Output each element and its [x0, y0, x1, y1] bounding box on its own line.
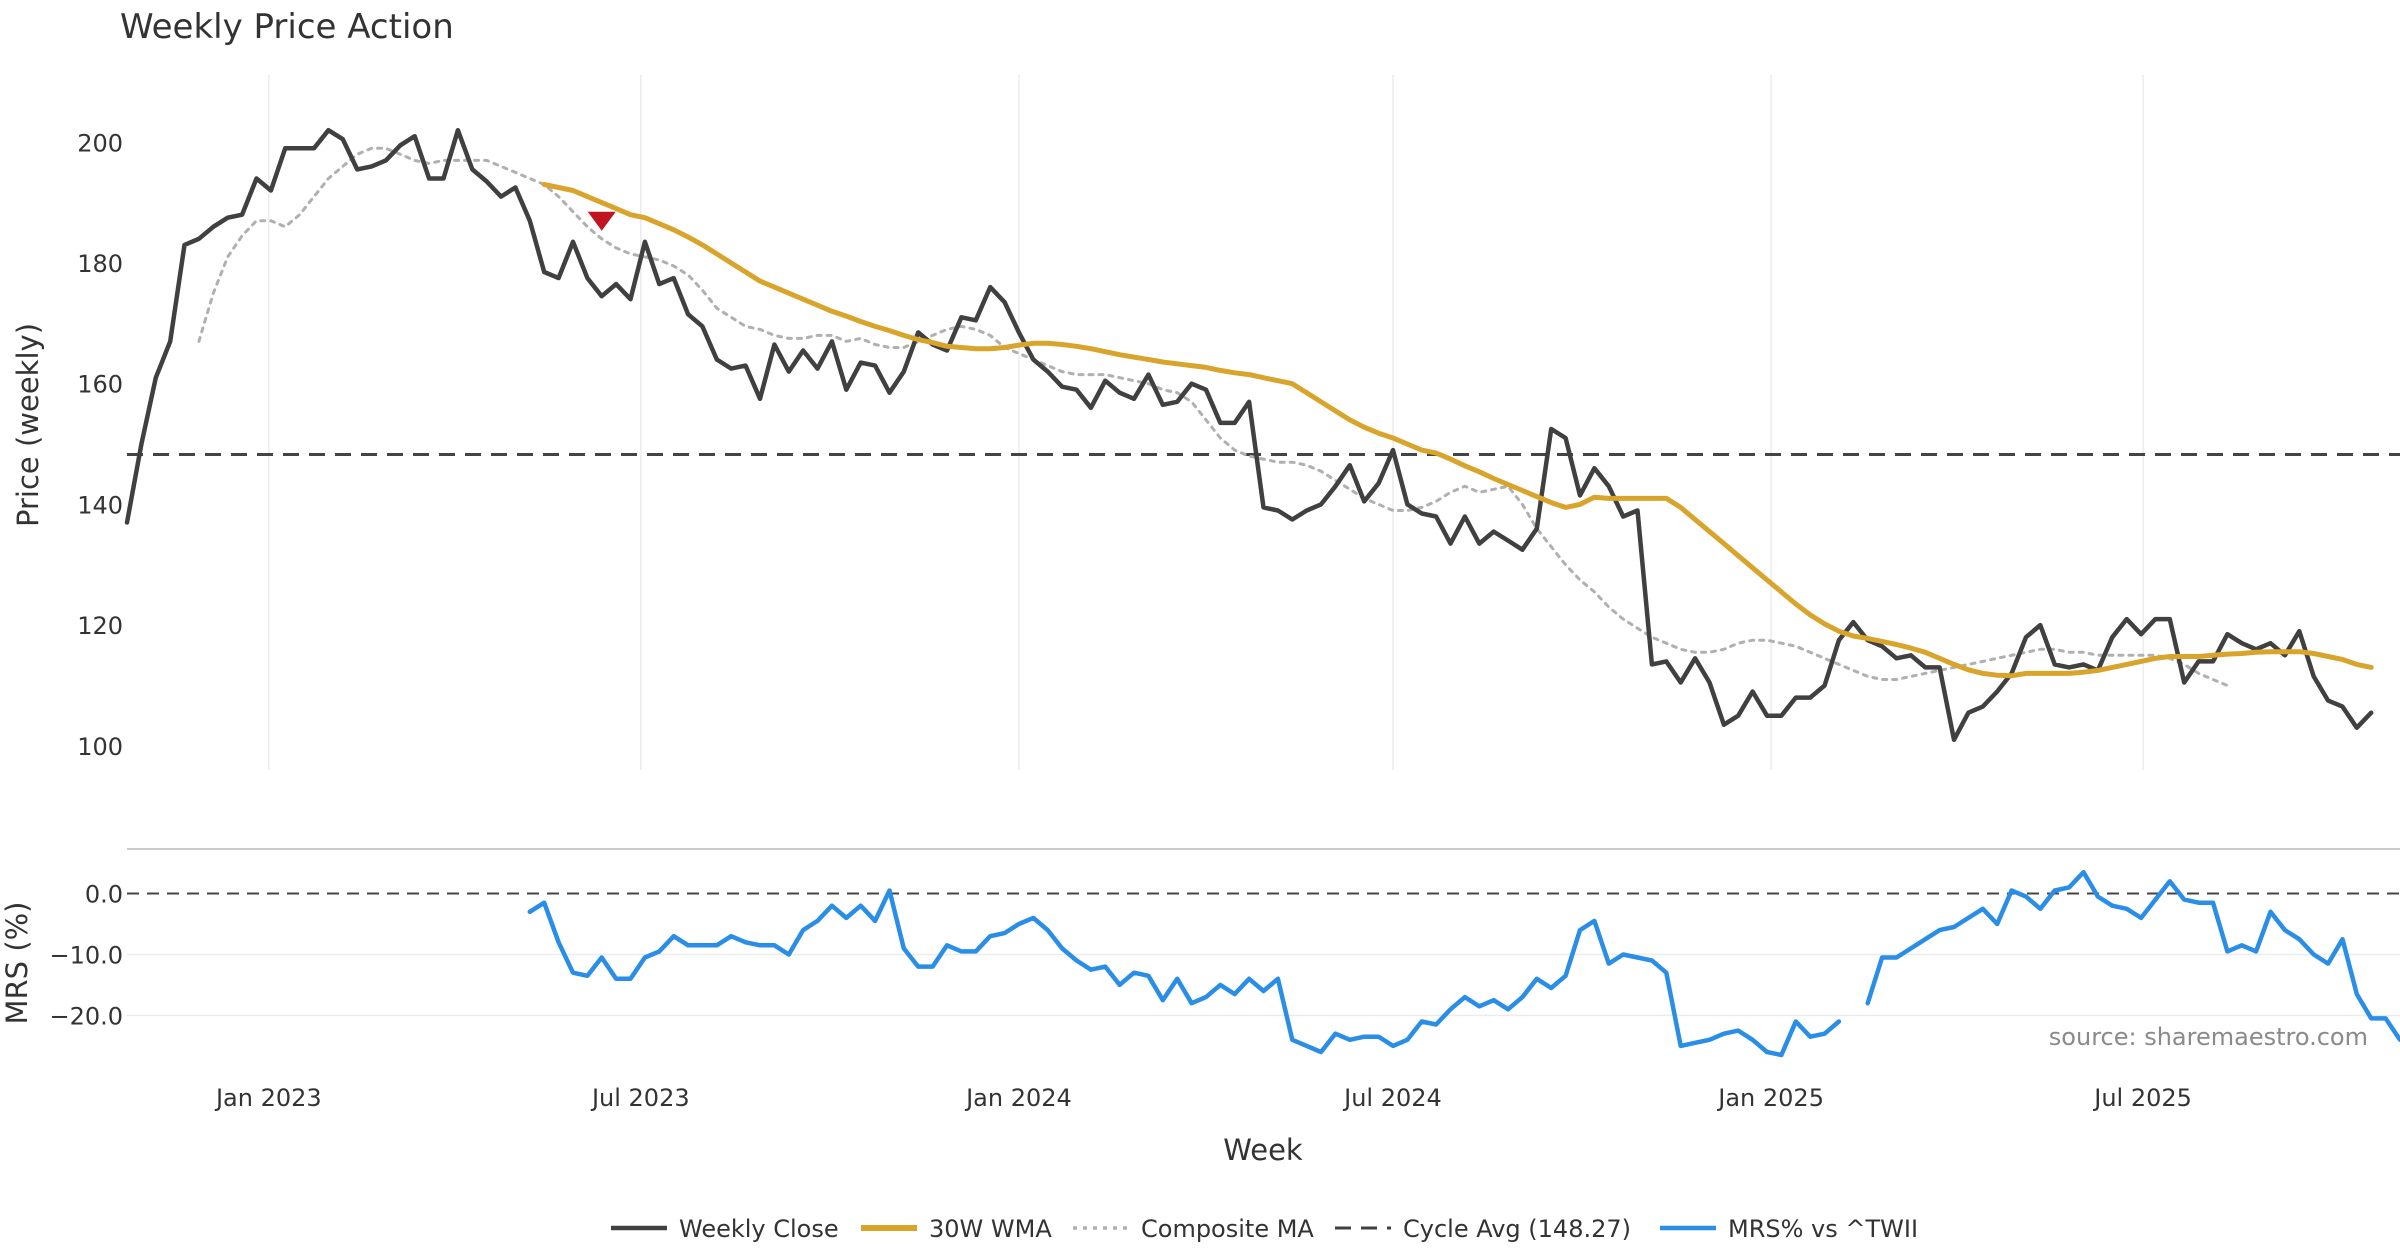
legend-label: Composite MA [1141, 1215, 1314, 1243]
x-tick-label: Jul 2023 [590, 1084, 690, 1112]
legend-label: Cycle Avg (148.27) [1403, 1215, 1631, 1243]
chart-title: Weekly Price Action [120, 7, 454, 47]
grid-layer [127, 75, 2400, 1017]
x-tick-label: Jan 2023 [214, 1084, 322, 1112]
legend-item: Composite MA [1073, 1215, 1314, 1243]
price-y-tick-label: 160 [77, 371, 123, 399]
price-series-group [124, 127, 2374, 743]
price-y-tick-label: 100 [77, 733, 123, 761]
price-y-tick-label: 200 [77, 129, 123, 157]
x-tick-label: Jan 2025 [1716, 1084, 1824, 1112]
series-composite-ma [197, 146, 2229, 687]
mrs-y-label: MRS (%) [0, 902, 34, 1025]
price-y-label: Price (weekly) [11, 323, 45, 527]
legend-label: MRS% vs ^TWII [1728, 1215, 1918, 1243]
x-tick-label: Jul 2025 [2092, 1084, 2192, 1112]
sell-signal-marker [587, 211, 616, 231]
mrs-y-tick-label: 0.0 [85, 881, 123, 909]
series-weekly-close [124, 127, 2374, 743]
mrs-y-ticks: 0.0 −10.0 −20.0 [49, 881, 123, 1031]
x-axis-label: Week [1223, 1133, 1303, 1167]
source-credit: source: sharemaestro.com [2049, 1023, 2368, 1051]
series-mrs [527, 869, 2400, 1058]
legend-item: MRS% vs ^TWII [1660, 1215, 1918, 1243]
mrs-series-group [527, 869, 2400, 1058]
x-tick-label: Jul 2024 [1342, 1084, 1442, 1112]
price-y-tick-label: 120 [77, 612, 123, 640]
legend: Weekly Close 30W WMA Composite MA Cycle Avg… [611, 1215, 1918, 1243]
x-axis-ticks: Jan 2023 Jul 2023 Jan 2024 Jul 2024 Jan 2025… [214, 1084, 2192, 1112]
mrs-y-tick-label: −10.0 [49, 941, 123, 969]
price-y-ticks: 200 180 160 140 120 100 [77, 129, 123, 761]
series-30w-wma [541, 182, 2374, 679]
mrs-y-tick-label: −20.0 [49, 1002, 123, 1030]
x-tick-label: Jan 2024 [964, 1084, 1072, 1112]
legend-item: Weekly Close [611, 1215, 839, 1243]
price-y-tick-label: 140 [77, 491, 123, 519]
price-y-tick-label: 180 [77, 250, 123, 278]
legend-item: 30W WMA [861, 1215, 1052, 1243]
legend-label: Weekly Close [679, 1215, 839, 1243]
legend-label: 30W WMA [929, 1215, 1052, 1243]
legend-item: Cycle Avg (148.27) [1335, 1215, 1631, 1243]
